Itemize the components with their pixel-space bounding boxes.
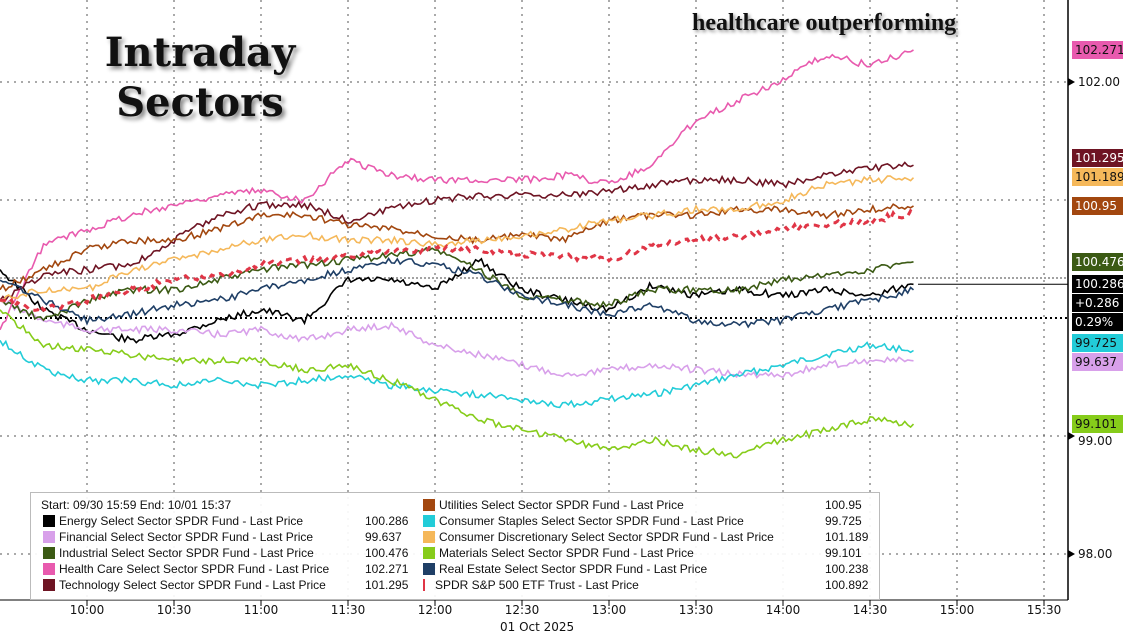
legend-swatch: [423, 579, 431, 591]
x-tick-label: 14:00: [765, 603, 801, 617]
legend-swatch: [43, 563, 55, 575]
x-tick-label: 11:30: [330, 603, 366, 617]
y-tick-marker: [1068, 78, 1075, 86]
legend-swatch: [423, 547, 435, 559]
series-line-9: [0, 257, 915, 329]
x-tick-label: 10:00: [69, 603, 105, 617]
legend-value: 100.892: [825, 578, 869, 592]
x-tick-label: 13:30: [678, 603, 714, 617]
x-tick-label: 15:00: [939, 603, 975, 617]
x-tick-label: 10:30: [156, 603, 192, 617]
legend-swatch: [43, 547, 55, 559]
legend-item: Consumer Staples Select Sector SPDR Fund…: [423, 513, 862, 529]
legend-label: Industrial Select Sector SPDR Fund - Las…: [59, 546, 314, 560]
y-tick-label: 98.00: [1078, 547, 1113, 561]
legend-label: Materials Select Sector SPDR Fund - Last…: [439, 546, 694, 560]
last-value-tag: 101.295: [1072, 148, 1123, 167]
last-value-tag: 102.271: [1072, 41, 1123, 60]
legend-header: Start: 09/30 15:59 End: 10/01 15:37: [41, 498, 232, 512]
y-tick-label: 102.00: [1078, 75, 1120, 89]
legend-item: Technology Select Sector SPDR Fund - Las…: [43, 577, 408, 593]
legend-value: 100.95: [825, 498, 862, 512]
legend-value: 101.295: [365, 578, 409, 592]
last-value-tag: +0.286: [1072, 294, 1123, 313]
legend-item: Real Estate Select Sector SPDR Fund - La…: [423, 561, 868, 577]
x-tick-label: 14:30: [852, 603, 888, 617]
x-axis-label: 01 Oct 2025: [500, 620, 575, 634]
legend-item: Financial Select Sector SPDR Fund - Last…: [43, 529, 402, 545]
last-value-tag: 100.95: [1072, 196, 1123, 215]
series-line-0: [0, 257, 914, 344]
legend-value: 101.189: [825, 530, 869, 544]
legend-item: Health Care Select Sector SPDR Fund - La…: [43, 561, 408, 577]
last-value-tag: 99.725: [1072, 333, 1123, 352]
legend-label: Consumer Staples Select Sector SPDR Fund…: [439, 514, 744, 528]
legend-swatch: [423, 563, 435, 575]
legend-value: 99.725: [825, 514, 862, 528]
y-tick-label: 99.00: [1078, 434, 1113, 449]
legend-item: Consumer Discretionary Select Sector SPD…: [423, 529, 868, 545]
x-tick-label: 13:00: [591, 603, 627, 617]
series-line-2: [0, 246, 914, 322]
legend-label: Real Estate Select Sector SPDR Fund - La…: [439, 562, 708, 576]
legend-item: Energy Select Sector SPDR Fund - Last Pr…: [43, 513, 408, 529]
chart-title: Intraday Sectors: [104, 29, 296, 126]
legend-item: SPDR S&P 500 ETF Trust - Last Price 100.8…: [423, 577, 868, 593]
legend-swatch: [423, 515, 435, 527]
legend-value: 102.271: [365, 562, 409, 576]
legend-item: Industrial Select Sector SPDR Fund - Las…: [43, 545, 408, 561]
x-tick-label: 12:30: [504, 603, 540, 617]
y-tick-marker: [1068, 432, 1075, 440]
series-line-6: [0, 339, 914, 409]
series-line-7: [0, 175, 915, 303]
legend-swatch: [43, 579, 55, 591]
x-tick-label: 15:30: [1026, 603, 1062, 617]
last-value-tag: 99.101: [1072, 415, 1123, 434]
legend: Start: 09/30 15:59 End: 10/01 15:37 Ener…: [30, 492, 880, 600]
legend-swatch: [43, 531, 55, 543]
last-value-tag: 0.29%: [1072, 313, 1123, 332]
legend-item: Materials Select Sector SPDR Fund - Last…: [423, 545, 862, 561]
legend-item: Utilities Select Sector SPDR Fund - Last…: [423, 497, 862, 513]
chart-subtitle: healthcare outperforming: [692, 10, 957, 36]
legend-label: Financial Select Sector SPDR Fund - Last…: [59, 530, 314, 544]
series-line-8: [0, 309, 915, 459]
y-tick-marker: [1068, 550, 1075, 558]
legend-label: Utilities Select Sector SPDR Fund - Last…: [439, 498, 684, 512]
legend-value: 100.286: [365, 514, 409, 528]
legend-value: 100.238: [825, 562, 869, 576]
legend-swatch: [423, 499, 435, 511]
legend-value: 99.101: [825, 546, 862, 560]
legend-label: Consumer Discretionary Select Sector SPD…: [439, 530, 774, 544]
last-value-tag: 100.286: [1072, 275, 1123, 294]
series-line-10: [0, 208, 915, 312]
legend-swatch: [423, 531, 435, 543]
legend-label: Technology Select Sector SPDR Fund - Las…: [59, 578, 326, 592]
last-value-tag: 100.476: [1072, 252, 1123, 271]
legend-value: 99.637: [365, 530, 402, 544]
legend-swatch: [43, 515, 55, 527]
last-value-tag: 101.189: [1072, 167, 1123, 186]
series-line-3: [0, 49, 914, 331]
series-line-4: [0, 161, 914, 302]
legend-label: SPDR S&P 500 ETF Trust - Last Price: [435, 578, 639, 592]
legend-label: Health Care Select Sector SPDR Fund - La…: [59, 562, 330, 576]
x-tick-label: 12:00: [417, 603, 453, 617]
legend-label: Energy Select Sector SPDR Fund - Last Pr…: [59, 514, 304, 528]
series-line-1: [0, 299, 914, 379]
last-value-tag: 99.637: [1072, 352, 1123, 371]
x-tick-label: 11:00: [243, 603, 279, 617]
legend-value: 100.476: [365, 546, 409, 560]
series-line-5: [0, 203, 914, 292]
